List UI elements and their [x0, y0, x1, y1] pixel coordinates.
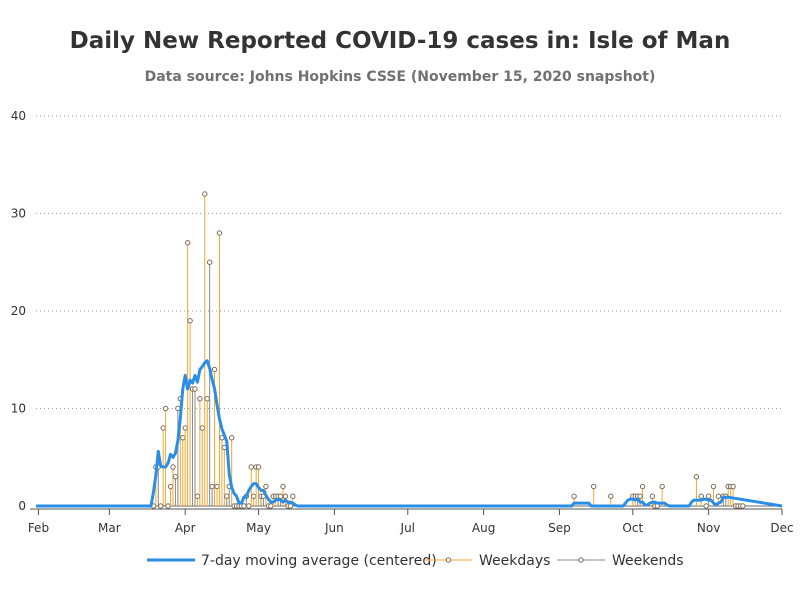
weekends-point — [192, 386, 198, 392]
weekdays-point — [160, 425, 166, 431]
weekdays-point — [255, 464, 262, 470]
weekends-point — [172, 474, 179, 480]
grid-layer — [36, 115, 782, 507]
x-tick-label: Oct — [622, 521, 643, 535]
weekends-point — [209, 483, 215, 490]
weekdays-point — [216, 230, 223, 236]
chart-title: Daily New Reported COVID-19 cases in: Is… — [69, 28, 731, 54]
legend: 7-day moving average (centered) Weekdays W… — [147, 553, 684, 569]
weekends-point — [241, 503, 247, 509]
weekdays-point — [187, 318, 193, 324]
legend-label-weekends: Weekends — [612, 553, 684, 569]
x-tick-label: Jun — [324, 521, 344, 535]
weekdays-point — [248, 464, 254, 470]
legend-marker-weekdays — [445, 557, 452, 563]
weekdays-point — [659, 483, 665, 490]
x-tick-label: Nov — [697, 521, 720, 535]
weekdays-point — [268, 503, 274, 509]
weekdays-point — [214, 483, 220, 490]
weekdays-point — [571, 493, 577, 499]
weekdays-point — [608, 493, 614, 499]
weekends-point — [703, 503, 709, 509]
weekdays-point — [165, 503, 171, 509]
weekends-point — [224, 493, 230, 499]
x-tick-label: May — [246, 521, 271, 535]
weekdays-point — [649, 493, 656, 499]
weekdays-point — [167, 483, 174, 490]
weekends-point — [206, 259, 213, 265]
weekdays-point — [710, 483, 717, 490]
weekdays-point — [204, 396, 210, 402]
weekdays-point — [263, 483, 269, 490]
weekdays-point — [199, 425, 206, 431]
weekends-point — [175, 405, 181, 412]
weekdays-point — [194, 493, 201, 499]
weekdays-point — [250, 493, 257, 499]
line-layer — [36, 359, 783, 508]
weekdays-point — [280, 483, 286, 490]
weekdays-point — [170, 464, 176, 470]
weekends-point — [740, 503, 746, 509]
weekdays-point — [211, 366, 218, 373]
weekdays-point — [228, 435, 235, 441]
weekdays-point — [202, 191, 208, 197]
x-tick-label: Mar — [98, 521, 121, 535]
x-tick-label: Jul — [400, 521, 415, 535]
legend-label-weekdays: Weekdays — [479, 553, 550, 569]
axis-layer: 0 10 20 30 40 Feb Mar Apr May Jun Jul Aug Sep Oct Nov D… — [11, 109, 794, 535]
weekdays-point — [246, 503, 252, 509]
weekends-point — [158, 503, 164, 509]
weekdays-point — [287, 503, 294, 509]
x-tick-label: Aug — [472, 521, 495, 535]
weekdays-point — [282, 493, 289, 499]
y-tick-label: 0 — [18, 499, 26, 513]
legend-marker-weekends — [578, 557, 584, 563]
needle-layer — [150, 191, 746, 509]
chart-subtitle: Data source: Johns Hopkins CSSE (Novembe… — [144, 69, 656, 85]
weekdays-point — [184, 240, 191, 246]
weekdays-point — [693, 474, 700, 480]
weekdays-point — [180, 435, 186, 441]
weekdays-point — [162, 405, 169, 412]
weekdays-point — [698, 493, 704, 499]
y-tick-label: 20 — [11, 304, 26, 318]
weekdays-point — [290, 493, 296, 499]
x-tick-label: Sep — [548, 521, 571, 535]
x-tick-label: Apr — [175, 521, 196, 535]
x-tick-label: Dec — [770, 521, 793, 535]
weekends-point — [637, 493, 643, 499]
y-tick-label: 10 — [11, 402, 26, 416]
moving-average-line — [36, 359, 783, 508]
weekdays-point — [639, 483, 646, 490]
y-tick-label: 40 — [11, 109, 26, 123]
weekdays-point — [590, 483, 597, 490]
weekdays-point — [715, 493, 722, 499]
weekdays-point — [730, 483, 736, 490]
weekends-point — [277, 493, 284, 499]
legend-label-moving-average: 7-day moving average (centered) — [201, 553, 437, 569]
weekends-point — [705, 493, 712, 499]
y-tick-label: 30 — [11, 207, 26, 221]
weekdays-point — [182, 425, 188, 431]
weekdays-point — [197, 396, 203, 402]
x-tick-label: Feb — [28, 521, 49, 535]
